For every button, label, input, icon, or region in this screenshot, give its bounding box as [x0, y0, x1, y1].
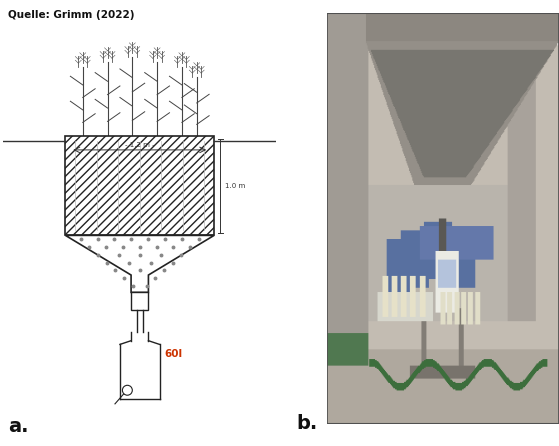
Text: b.: b.: [296, 413, 318, 433]
Text: a.: a.: [8, 417, 29, 436]
Text: 1.0 m: 1.0 m: [225, 183, 245, 189]
Text: - 1.2 m -: - 1.2 m -: [125, 142, 154, 148]
Text: Quelle: Grimm (2022): Quelle: Grimm (2022): [8, 10, 135, 20]
Text: 60l: 60l: [164, 349, 183, 359]
Bar: [65, 136, 214, 235]
Bar: [131, 293, 149, 310]
Polygon shape: [65, 235, 214, 293]
